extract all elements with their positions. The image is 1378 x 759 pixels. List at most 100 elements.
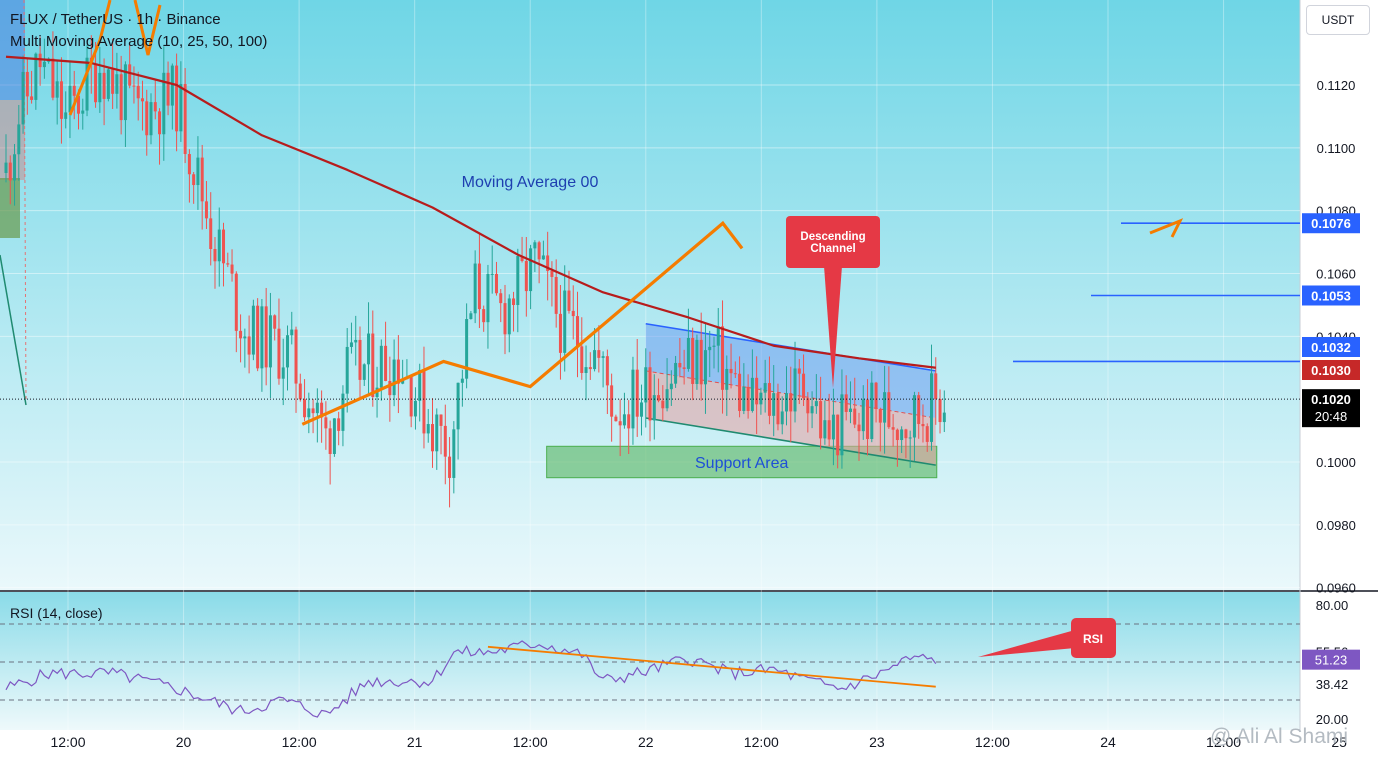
moving-average-series[interactable]: Moving Average 00: [5, 55, 936, 369]
candle-body: [695, 339, 699, 384]
price-tick-label: 0.1120: [1317, 78, 1356, 93]
price-badge-4: [1302, 389, 1360, 428]
candle-body: [418, 370, 422, 401]
symbol-title[interactable]: FLUX / TetherUS · 1h · Binance: [10, 11, 221, 28]
candle-body: [857, 424, 861, 432]
support-area[interactable]: Support Area: [546, 445, 938, 479]
candle-body: [51, 58, 55, 98]
candle-body: [349, 342, 353, 347]
candle-body: [725, 368, 729, 390]
candle-body: [682, 367, 686, 369]
time-scale-background: [0, 730, 1378, 759]
price-badges: 0.1076 0.1053 0.1032 0.1030 0.1020 20:48: [1302, 213, 1360, 428]
rsi-tick-label: 80.00: [1316, 598, 1349, 613]
currency-button[interactable]: USDT: [1306, 5, 1370, 35]
candle-body: [784, 393, 788, 412]
candle-body: [392, 359, 396, 396]
rsi-callout-pointer: [978, 630, 1075, 657]
candle-body: [315, 402, 319, 414]
time-tick-label: 12:00: [975, 734, 1010, 750]
candle-body: [473, 263, 477, 314]
candle-body: [908, 437, 912, 439]
candle-body: [665, 389, 669, 409]
candle-body: [247, 336, 251, 355]
candle-body: [772, 393, 776, 416]
candle-body: [827, 420, 831, 440]
candlestick-series[interactable]: [4, 31, 946, 508]
candle-body: [486, 273, 490, 323]
candle-body: [413, 400, 417, 417]
candle-body: [490, 273, 494, 275]
candle-body: [448, 456, 452, 478]
projected-path[interactable]: [68, 0, 1184, 426]
indicator-title[interactable]: Multi Moving Average (10, 25, 50, 100): [10, 33, 268, 50]
candle-body: [145, 101, 149, 136]
candle-body: [371, 333, 375, 397]
candle-body: [358, 339, 362, 380]
price-target-lines[interactable]: [0, 222, 1300, 400]
candle-body: [887, 392, 891, 428]
candle-body: [115, 74, 119, 94]
candle-body: [618, 421, 622, 426]
candle-body: [550, 270, 554, 277]
candle-body: [554, 276, 558, 314]
candle-body: [793, 368, 797, 412]
candle-body: [930, 373, 934, 442]
candle-body: [631, 369, 635, 429]
candle-body: [814, 401, 818, 407]
candle-body: [836, 414, 840, 456]
candle-body: [546, 255, 550, 271]
candle-body: [703, 350, 707, 385]
candle-body: [712, 345, 716, 347]
candle-body: [776, 393, 780, 425]
rsi-line: [5, 640, 937, 718]
price-badge-0: [1302, 213, 1360, 234]
candle-body: [149, 102, 153, 136]
candle-body: [584, 367, 588, 373]
candle-body: [503, 303, 507, 335]
candle-body: [119, 74, 123, 121]
candle-body: [85, 57, 89, 111]
candle-body: [921, 424, 925, 427]
candle-body: [307, 408, 311, 418]
price-badge-label: 0.1076: [1311, 216, 1351, 231]
candle-body: [72, 85, 76, 96]
candle-body: [204, 201, 208, 219]
candle-body: [802, 373, 806, 399]
candle-body: [524, 261, 528, 292]
candle-body: [912, 395, 916, 438]
candle-body: [268, 315, 272, 368]
candle-body: [187, 154, 191, 175]
time-tick-label: 20: [176, 734, 192, 750]
candle-body: [452, 429, 456, 478]
price-axis[interactable]: 0.11200.11000.10800.10600.10400.10000.09…: [1316, 78, 1356, 596]
candle-body: [337, 418, 341, 431]
candle-body: [303, 399, 307, 418]
time-tick-label: 23: [869, 734, 885, 750]
candle-body: [622, 414, 626, 426]
candle-body: [691, 337, 695, 384]
candle-body: [260, 306, 264, 369]
candle-body: [111, 69, 115, 94]
candle-body: [580, 346, 584, 373]
candle-body: [243, 336, 247, 339]
candle-body: [844, 394, 848, 412]
candle-body: [239, 330, 243, 339]
rsi-series[interactable]: RSI (14, close) RSI: [0, 605, 1300, 718]
candle-body: [285, 335, 289, 368]
candle-body: [686, 337, 690, 369]
candle-body: [806, 398, 810, 414]
time-axis[interactable]: 12:00 20 12:00 21 12:00 22 12:00 23 12:00 24 12:00…: [50, 734, 1378, 750]
candle-body: [431, 424, 434, 452]
candle-body: [840, 394, 844, 456]
candle-body: [94, 64, 98, 103]
candle-body: [644, 367, 648, 403]
candle-body: [477, 263, 481, 310]
moving-average-line: [5, 55, 936, 369]
candle-body: [179, 84, 183, 132]
candle-body: [34, 53, 38, 100]
left-blue-block: [0, 0, 25, 100]
candle-body: [25, 71, 29, 97]
